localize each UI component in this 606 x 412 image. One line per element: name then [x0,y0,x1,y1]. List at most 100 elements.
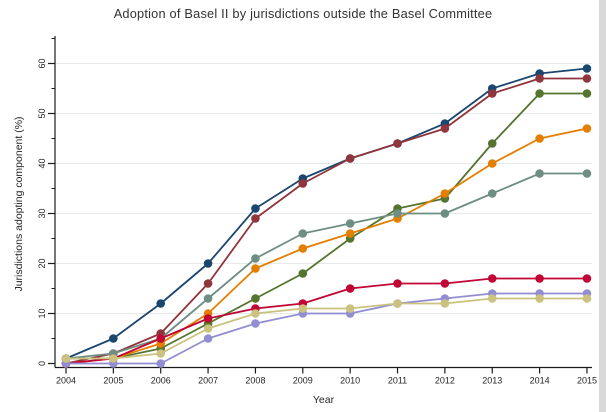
series-khaki-marker [298,304,308,313]
x-tick-label: 2011 [388,376,407,386]
series-maroon-marker [203,279,213,288]
series-teal-marker [582,169,592,178]
series-teal [61,169,592,363]
series-maroon-marker [535,74,544,83]
series-lavender-marker [203,334,213,343]
series-maroon-marker [298,179,308,188]
series-cranberry-marker [156,334,166,343]
right-edge-strip [599,0,606,412]
x-tick-label: 2006 [151,376,171,386]
series-teal-marker [345,219,355,228]
series-navy-marker [203,259,213,268]
x-tick-label: 2010 [340,376,360,386]
series-maroon-marker [582,74,592,83]
series-teal-marker [251,254,260,263]
series-cranberry-marker [582,274,592,283]
x-tick-label: 2012 [435,376,455,386]
series-khaki-marker [203,324,213,333]
y-ticks: 0 10 20 30 40 50 60 [37,38,55,366]
series-lavender-line [65,292,588,365]
series-teal-marker [440,209,450,218]
series-cranberry-marker [440,279,450,288]
series-teal-marker [535,169,544,178]
series-lavender-marker [156,359,166,368]
series-cranberry-line [65,277,588,365]
series-navy-marker [251,204,260,213]
series-teal-marker [298,229,308,238]
series-khaki-marker [393,299,402,308]
series-cranberry-marker [487,274,497,283]
y-tick-label: 30 [37,208,47,218]
y-tick-label: 60 [37,58,47,68]
series-cranberry-marker [203,314,213,323]
series-forest-green-marker [487,139,497,148]
series-maroon-marker [487,89,497,98]
series-cranberry [61,274,592,368]
series-forest-green-marker [535,89,544,98]
x-tick-label: 2007 [198,376,218,386]
series-khaki [61,294,592,363]
series-orange-marker [582,124,592,133]
series-navy-marker [156,299,166,308]
series-khaki-marker [582,294,592,303]
series-maroon-marker [440,124,450,133]
x-tick-label: 2015 [577,376,597,386]
series-orange-marker [345,229,355,238]
series-orange-line [65,127,588,365]
series-khaki-marker [251,309,260,318]
series-orange [61,124,592,368]
series-teal-line [65,172,588,360]
series-maroon-line [65,77,588,365]
x-tick-label: 2013 [482,376,502,386]
series-forest-green-line [65,92,588,360]
series-forest-green-marker [582,89,592,98]
series-forest-green [61,89,592,363]
x-tick-label: 2014 [530,376,550,386]
series-khaki-marker [109,354,118,363]
series-navy-marker [109,334,118,343]
x-axis-label: Year [312,394,335,406]
x-ticks: 2004 2005 2006 2007 2008 2009 2010 2011 2012 2013… [56,367,597,386]
series-khaki-marker [440,299,450,308]
series-khaki-line [65,297,588,360]
y-tick-label: 0 [37,361,47,366]
y-tick-label: 20 [37,258,47,268]
series-orange-marker [251,264,260,273]
gridlines [55,63,592,314]
series-orange-marker [535,134,544,143]
series-lavender-marker [251,319,260,328]
x-tick-label: 2008 [245,376,265,386]
series-khaki-marker [487,294,497,303]
series-teal-marker [487,189,497,198]
series-cranberry-marker [393,279,402,288]
series-maroon-marker [251,214,260,223]
axes [54,36,592,369]
series-navy-marker [582,64,592,73]
series-forest-green-marker [298,269,308,278]
y-tick-label: 40 [37,158,47,168]
series-maroon-marker [393,139,402,148]
series-cranberry-marker [535,274,544,283]
series-orange-marker [440,189,450,198]
series-orange-marker [298,244,308,253]
series-teal-marker [203,294,213,303]
x-tick-label: 2005 [103,376,123,386]
series-orange-marker [487,159,497,168]
series-maroon [61,74,592,368]
chart-title: Adoption of Basel II by jurisdictions ou… [113,6,493,21]
y-tick-label: 10 [37,308,47,318]
series-navy-line [65,67,588,360]
series-maroon-marker [345,154,355,163]
series-khaki-marker [535,294,544,303]
y-tick-label: 50 [37,108,47,118]
series-teal-marker [393,209,402,218]
series-forest-green-marker [251,294,260,303]
series-khaki-marker [156,349,166,358]
x-tick-label: 2009 [293,376,313,386]
series-khaki-marker [61,354,71,363]
series-cranberry-marker [345,284,355,293]
x-tick-label: 2004 [56,376,76,386]
series-khaki-marker [345,304,355,313]
